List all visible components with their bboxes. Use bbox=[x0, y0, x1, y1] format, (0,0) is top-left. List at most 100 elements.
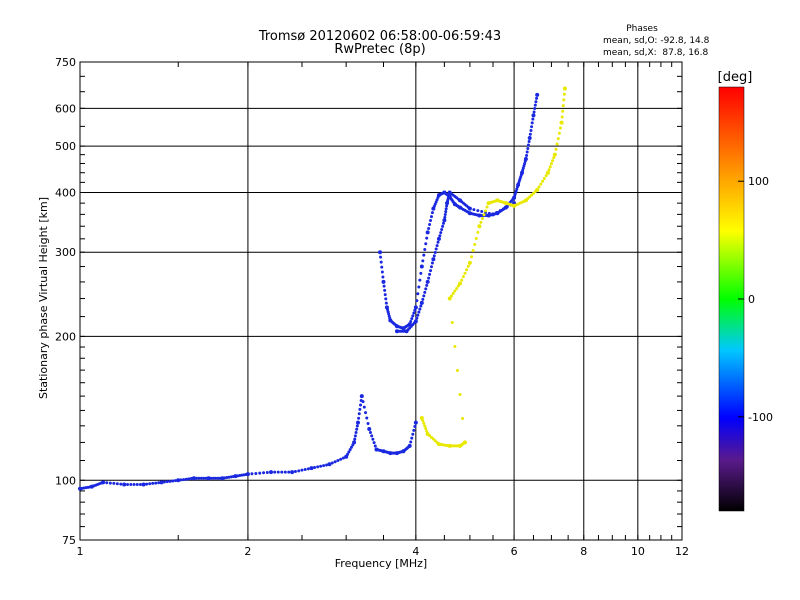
data-point bbox=[422, 253, 426, 257]
data-point bbox=[425, 283, 429, 287]
data-point bbox=[280, 470, 284, 474]
colorbar-tick-label: 0 bbox=[748, 293, 755, 306]
data-point bbox=[484, 209, 488, 213]
data-point bbox=[449, 294, 453, 298]
data-point bbox=[444, 210, 448, 214]
data-point bbox=[560, 115, 564, 119]
x-tick-label: 10 bbox=[631, 545, 645, 558]
data-point bbox=[530, 121, 534, 125]
data-point bbox=[441, 221, 445, 225]
data-point bbox=[541, 179, 545, 183]
y-tick-label: 500 bbox=[55, 140, 76, 153]
data-point bbox=[530, 125, 534, 129]
data-point bbox=[527, 140, 531, 144]
data-point bbox=[211, 476, 215, 480]
data-point bbox=[179, 478, 183, 482]
data-point bbox=[159, 480, 164, 485]
phases-line-x: mean, sd,X: 87.8, 16.8 bbox=[603, 48, 709, 58]
data-point bbox=[422, 294, 426, 298]
y-tick-label: 400 bbox=[55, 186, 76, 199]
data-point bbox=[562, 98, 566, 102]
data-point bbox=[194, 476, 198, 480]
data-point bbox=[373, 444, 377, 448]
data-point bbox=[552, 156, 556, 160]
data-point bbox=[525, 150, 529, 154]
data-point bbox=[276, 470, 280, 474]
data-point bbox=[418, 307, 422, 311]
data-point bbox=[432, 204, 436, 208]
data-point bbox=[379, 260, 383, 264]
data-point bbox=[269, 470, 274, 475]
data-point bbox=[533, 107, 537, 111]
data-point bbox=[453, 345, 457, 349]
plot-frame bbox=[79, 61, 683, 541]
data-point bbox=[419, 271, 423, 275]
data-point bbox=[427, 276, 431, 280]
data-point bbox=[101, 480, 106, 485]
x-tick-label: 8 bbox=[580, 545, 587, 558]
data-point bbox=[534, 100, 538, 104]
data-point bbox=[559, 120, 564, 125]
x-tick-label: 4 bbox=[412, 545, 419, 558]
data-point bbox=[419, 264, 424, 269]
data-point bbox=[411, 432, 415, 436]
data-point bbox=[467, 260, 472, 265]
data-point bbox=[482, 213, 486, 217]
data-point bbox=[411, 314, 415, 318]
data-point bbox=[471, 249, 475, 253]
data-point bbox=[502, 207, 506, 211]
data-point bbox=[487, 211, 491, 215]
data-point bbox=[151, 481, 155, 485]
y-axis-label: Stationary phase Virtual Height [km] bbox=[37, 197, 50, 399]
data-point bbox=[476, 209, 480, 213]
data-point bbox=[383, 293, 387, 297]
data-point bbox=[245, 472, 250, 477]
data-point bbox=[366, 422, 370, 426]
data-point bbox=[526, 143, 530, 147]
data-point bbox=[354, 431, 358, 435]
data-point bbox=[416, 292, 420, 296]
data-point bbox=[327, 462, 332, 467]
data-point bbox=[435, 198, 439, 202]
data-point bbox=[105, 481, 109, 485]
data-point bbox=[477, 224, 482, 229]
data-point bbox=[423, 424, 427, 428]
data-point bbox=[430, 211, 434, 215]
data-point bbox=[322, 464, 326, 468]
data-point bbox=[287, 470, 291, 474]
data-point bbox=[258, 471, 262, 475]
data-point bbox=[460, 278, 464, 282]
data-point bbox=[425, 230, 430, 235]
data-point bbox=[521, 166, 525, 170]
y-tick-label: 100 bbox=[55, 474, 76, 487]
data-point bbox=[409, 319, 413, 323]
data-point bbox=[562, 86, 567, 91]
data-point bbox=[138, 482, 142, 486]
colorbar-tick-label: -100 bbox=[748, 411, 773, 424]
data-point bbox=[480, 210, 484, 214]
data-point bbox=[556, 137, 560, 141]
data-point bbox=[525, 154, 529, 158]
data-point bbox=[430, 261, 434, 265]
data-point bbox=[368, 430, 372, 434]
data-point bbox=[357, 412, 361, 416]
data-point bbox=[461, 275, 465, 279]
data-point bbox=[529, 128, 533, 132]
data-point bbox=[300, 468, 304, 472]
data-point bbox=[410, 317, 414, 321]
data-point bbox=[434, 247, 438, 251]
data-point bbox=[505, 205, 509, 209]
data-point bbox=[202, 476, 206, 480]
data-point bbox=[165, 480, 169, 484]
data-point bbox=[148, 482, 152, 486]
data-point bbox=[371, 437, 375, 441]
data-point bbox=[523, 157, 528, 162]
x-axis-label: Frequency [MHz] bbox=[335, 557, 427, 570]
grid-lines bbox=[80, 62, 682, 540]
data-point bbox=[535, 96, 539, 100]
data-point bbox=[129, 482, 133, 486]
data-point bbox=[522, 164, 526, 168]
data-point bbox=[119, 482, 123, 486]
data-point bbox=[293, 469, 297, 473]
data-point bbox=[108, 481, 112, 485]
